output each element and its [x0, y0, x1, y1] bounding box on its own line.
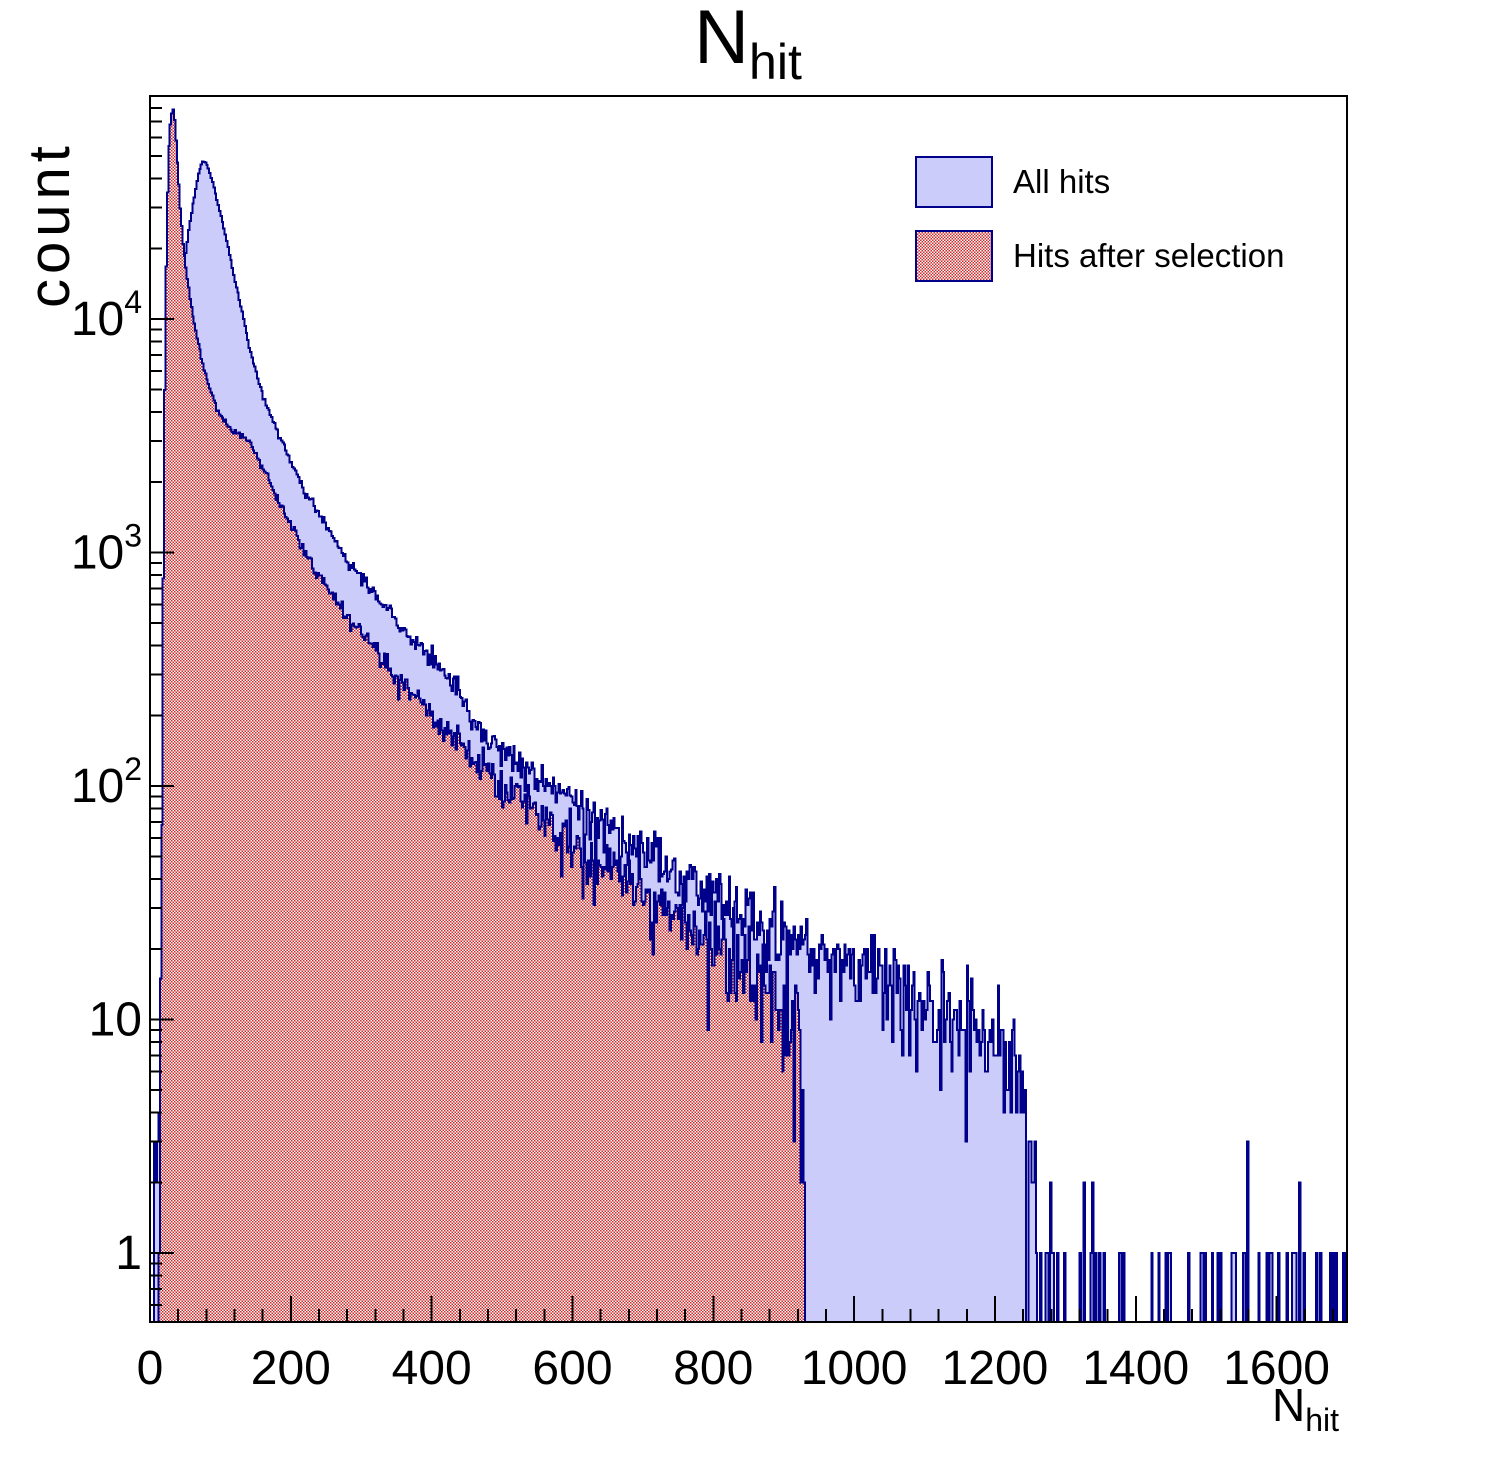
- legend: All hits Hits after selection: [915, 156, 1284, 304]
- legend-swatch-hits-after-selection: [915, 230, 993, 282]
- legend-swatch-all-hits: [915, 156, 993, 208]
- legend-label-all-hits: All hits: [1013, 163, 1111, 200]
- page-title: Nhit: [694, 0, 802, 90]
- y-axis-title: count: [17, 141, 82, 308]
- x-tick-label: 1200: [942, 1342, 1049, 1395]
- legend-label-hits-after-selection: Hits after selection: [1013, 237, 1285, 274]
- axis-ticks: [149, 95, 1334, 1322]
- title-main: N: [694, 0, 750, 80]
- x-tick-label: 400: [392, 1342, 472, 1395]
- plot-frame: [149, 95, 1348, 1323]
- x-tick-label: 800: [673, 1342, 753, 1395]
- x-tick-label: 600: [532, 1342, 612, 1395]
- x-tick-label: 1600: [1223, 1342, 1330, 1395]
- x-title-main: N: [1272, 1379, 1306, 1431]
- x-tick-label: 200: [251, 1342, 331, 1395]
- series-hits-after-selection: [150, 108, 1347, 1322]
- x-axis-title: Nhit: [1272, 1378, 1339, 1438]
- y-tick-label: 102: [71, 751, 142, 813]
- legend-entry-all-hits: All hits: [915, 156, 1284, 208]
- x-tick-label: 1000: [801, 1342, 908, 1395]
- x-title-subscript: hit: [1305, 1402, 1340, 1438]
- legend-entry-hits-after-selection: Hits after selection: [915, 230, 1284, 282]
- title-subscript: hit: [749, 34, 802, 90]
- x-tick-labels: 0 200 400 600 800 1000 1200 1400 1600: [137, 1342, 1330, 1395]
- y-tick-label: 103: [71, 518, 142, 580]
- y-tick-label: 1: [115, 1227, 142, 1280]
- y-tick-label: 10: [89, 994, 142, 1047]
- x-tick-label: 1400: [1082, 1342, 1189, 1395]
- x-tick-label: 0: [137, 1342, 164, 1395]
